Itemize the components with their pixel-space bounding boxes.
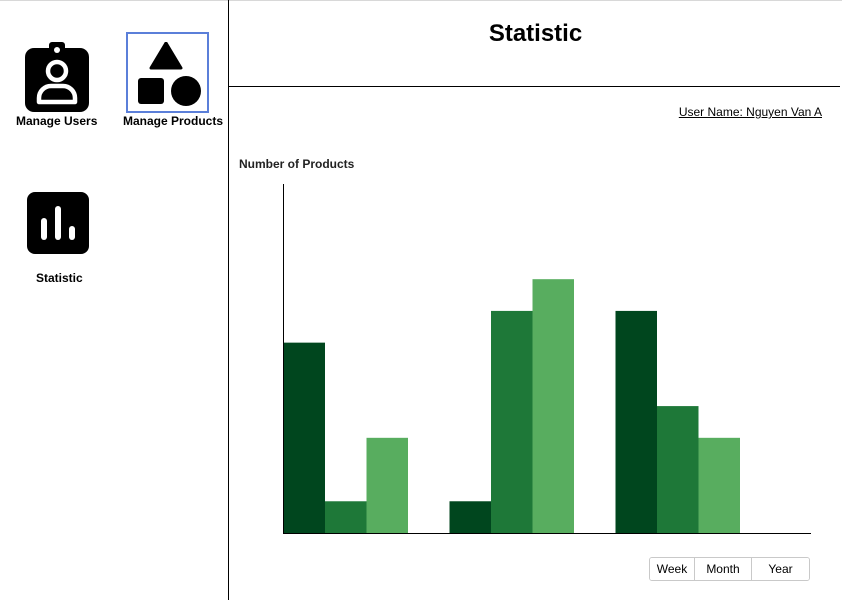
- top-border: [0, 0, 842, 1]
- week-button[interactable]: Week: [650, 558, 694, 580]
- bar-group3-series1: [615, 310, 657, 533]
- bar-group2-series2: [491, 310, 533, 533]
- bar-chart-icon: [27, 192, 89, 254]
- sidebar-divider: [228, 0, 229, 600]
- bar-group3-series3: [698, 437, 740, 533]
- month-button[interactable]: Month: [694, 558, 751, 580]
- year-button[interactable]: Year: [751, 558, 809, 580]
- bar-group2-series1: [449, 501, 491, 533]
- bar-group2-series3: [532, 279, 574, 533]
- sidebar-item-manage-products[interactable]: Manage Products: [118, 32, 226, 132]
- sidebar-item-label: Manage Products: [123, 114, 224, 128]
- sidebar-item-label: Manage Users: [16, 114, 98, 128]
- bar-group1-series1: [283, 342, 325, 533]
- user-badge-icon: [25, 42, 89, 112]
- chart-title: Number of Products: [239, 157, 355, 171]
- header-divider: [229, 86, 840, 87]
- shapes-icon: [136, 41, 202, 108]
- sidebar: Manage Users Manage Products Statistic: [0, 0, 228, 600]
- sidebar-item-statistic[interactable]: Statistic: [20, 190, 100, 290]
- sidebar-item-manage-users[interactable]: Manage Users: [12, 40, 102, 132]
- bar-group1-series3: [366, 437, 408, 533]
- user-name-link[interactable]: User Name: Nguyen Van A: [678, 105, 822, 119]
- sidebar-item-label: Statistic: [36, 271, 83, 285]
- bar-group3-series2: [657, 406, 699, 533]
- page-title: Statistic: [488, 20, 583, 47]
- selected-indicator: [126, 32, 209, 113]
- bar-group1-series2: [325, 501, 367, 533]
- time-range-selector: Week Month Year: [649, 557, 810, 581]
